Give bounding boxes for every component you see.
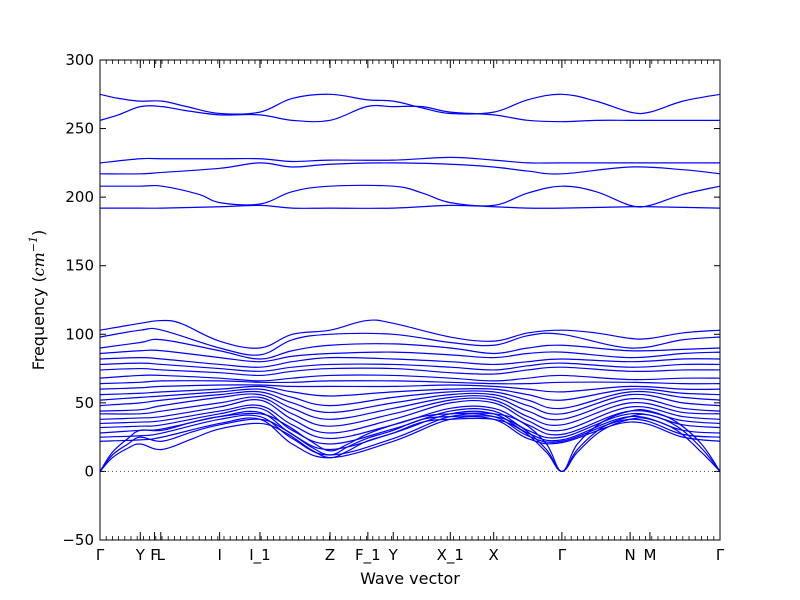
y-axis-label-text: Frequency ( <box>29 276 48 370</box>
x-tick-label: L <box>157 546 166 564</box>
y-axis-ticks <box>100 59 720 541</box>
phonon-branch-2 <box>99 104 720 123</box>
x-tick-label: Y <box>388 546 399 564</box>
y-axis-label: Frequency (cm−1) <box>27 230 48 371</box>
phonon-branch-11 <box>99 356 721 368</box>
y-tick-label: 200 <box>65 188 94 206</box>
y-tick-label: 250 <box>65 120 94 138</box>
phonon-branch-30 <box>99 409 721 473</box>
x-tick-label: F_1 <box>355 546 381 565</box>
phonon-branch-17 <box>99 385 721 401</box>
y-tick-labels: 300 250 200 150 100 50 0 −50 <box>62 51 94 549</box>
phonon-branch-3 <box>99 156 720 164</box>
x-tick-label: X <box>489 546 499 564</box>
phonon-branch-20 <box>99 393 721 421</box>
y-axis-label-unit: cm <box>29 252 48 276</box>
phonon-branch-22 <box>99 399 721 434</box>
phonon-branch-8 <box>99 327 721 356</box>
x-tick-label: N <box>624 546 635 564</box>
phonon-branch-18 <box>99 388 721 410</box>
x-tick-labels: Γ Y FL I I_1 Z F_1 Y X_1 X Γ N M Γ <box>96 546 725 565</box>
x-tick-label: F <box>150 546 159 564</box>
phonon-branches <box>99 93 721 473</box>
x-tick-label: X_1 <box>437 546 464 565</box>
phonon-branch-9 <box>99 338 721 360</box>
x-tick-label: I <box>217 546 221 564</box>
phonon-branch-15 <box>99 380 721 385</box>
phonon-branch-16 <box>99 384 721 393</box>
plot-frame <box>99 59 721 541</box>
x-tick-label: Γ <box>716 546 725 564</box>
phonon-branch-12 <box>99 362 721 372</box>
phonon-branch-29 <box>99 413 721 473</box>
phonon-branch-1 <box>99 93 721 115</box>
x-tick-label: Z <box>325 546 335 564</box>
phonon-branch-28 <box>99 417 721 473</box>
y-tick-label: 100 <box>65 325 94 343</box>
y-tick-label: 0 <box>84 462 94 480</box>
phonon-branch-10 <box>99 349 721 363</box>
phonon-branch-4 <box>99 162 721 175</box>
phonon-branch-19 <box>99 390 721 415</box>
x-tick-label: I_1 <box>249 546 270 565</box>
y-axis-label-close: ) <box>29 230 48 236</box>
x-axis-ticks <box>99 60 721 540</box>
x-tick-label: Γ <box>558 546 567 564</box>
y-tick-label: 150 <box>65 257 94 275</box>
phonon-branch-6 <box>100 204 721 209</box>
x-tick-label: M <box>643 546 656 564</box>
phonon-branch-7 <box>99 319 721 349</box>
phonon-branch-14 <box>99 374 721 382</box>
phonon-branch-21 <box>99 396 721 427</box>
x-tick-label: Γ <box>96 546 105 564</box>
phonon-branch-13 <box>99 366 721 377</box>
phonon-branch-24 <box>99 406 721 445</box>
y-tick-label: 50 <box>75 394 94 412</box>
x-axis-label: Wave vector <box>360 569 460 588</box>
y-tick-label: 300 <box>65 51 94 69</box>
y-tick-label: −50 <box>62 531 94 549</box>
y-axis-label-exponent: −1 <box>27 236 40 252</box>
x-tick-label: Y <box>135 546 146 564</box>
phonon-branch-5 <box>99 184 721 208</box>
